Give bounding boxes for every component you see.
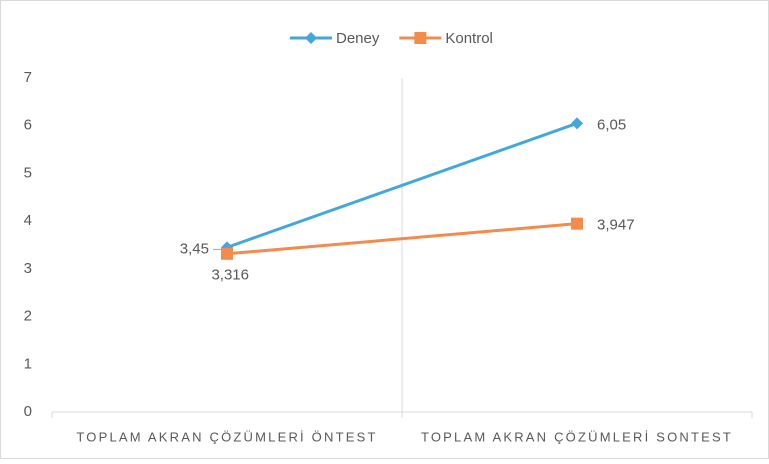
x-tick-label: TOPLAM AKRAN ÇÖZÜMLERİ SONTEST: [421, 429, 733, 444]
series-line: [226, 121, 578, 249]
x-tick-label: TOPLAM AKRAN ÇÖZÜMLERİ ÖNTEST: [76, 429, 377, 444]
y-tick-label: 4: [24, 212, 32, 229]
y-tick-label: 2: [24, 308, 32, 325]
legend-label: Kontrol: [445, 30, 493, 47]
y-tick-label: 1: [24, 355, 32, 372]
data-label: 3,316: [211, 267, 249, 284]
data-point: [221, 247, 233, 260]
data-label: 6,05: [597, 116, 626, 133]
y-tick-label: 6: [24, 117, 32, 134]
data-label: 3,947: [597, 217, 635, 234]
legend-label: Deney: [336, 30, 380, 47]
legend-marker: [305, 32, 317, 44]
y-tick-label: 0: [24, 403, 32, 420]
legend-marker: [414, 32, 427, 44]
data-point: [571, 117, 583, 130]
data-label: 3,45: [180, 240, 209, 257]
y-tick-label: 7: [24, 69, 32, 86]
y-tick-label: 3: [24, 260, 32, 277]
data-point: [571, 217, 583, 230]
y-tick-label: 5: [24, 164, 32, 181]
series-line: [226, 222, 578, 256]
